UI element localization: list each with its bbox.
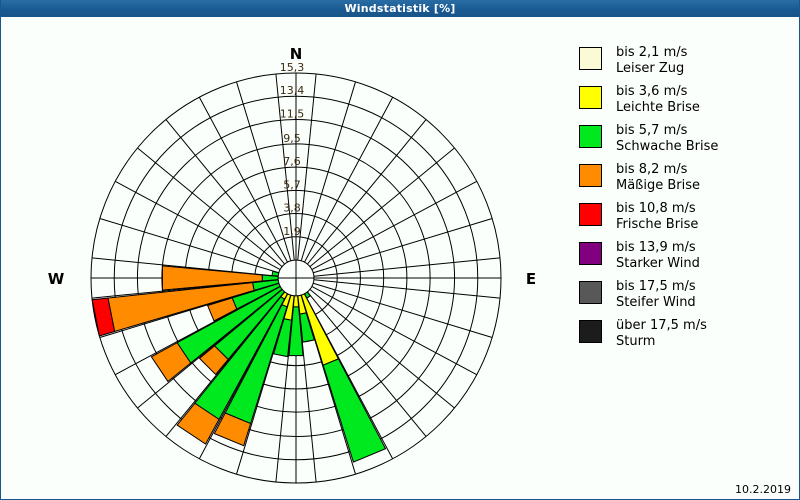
grid-spoke <box>311 180 478 270</box>
petal-segment-w-3 <box>161 265 263 291</box>
legend-label: bis 8,2 m/s Mäßige Brise <box>616 162 700 193</box>
window-body: 1,93,85,77,69,511,513,415,3NESW bis 2,1 … <box>1 17 799 499</box>
grid-spoke <box>236 81 292 261</box>
legend-label: bis 17,5 m/s Steifer Wind <box>616 279 696 310</box>
legend-color-swatch <box>579 281 602 304</box>
axis-labels: 1,93,85,77,69,511,513,415,3NESW <box>48 45 536 288</box>
grid-spoke <box>307 119 427 265</box>
petal-segment-s-2 <box>288 306 304 357</box>
legend-item: bis 8,2 m/s Mäßige Brise <box>579 162 794 193</box>
legend-speed-range: bis 2,1 m/s <box>616 45 688 60</box>
polar-grid <box>90 72 502 484</box>
window-title: Windstatistik [%] <box>344 2 456 15</box>
legend-beaufort-name: Schwache Brise <box>616 138 719 154</box>
radial-tick-label: 7,6 <box>283 155 301 168</box>
petal-segment-sbw-2 <box>272 318 293 358</box>
wind-rose-chart: 1,93,85,77,69,511,513,415,3NESW <box>1 17 566 487</box>
legend-color-swatch <box>579 320 602 343</box>
wind-rose-svg: 1,93,85,77,69,511,513,415,3NESW <box>48 45 536 484</box>
legend-beaufort-name: Frische Brise <box>616 216 699 232</box>
legend-speed-range: bis 10,8 m/s <box>616 201 696 216</box>
legend-color-swatch <box>579 47 602 70</box>
legend-speed-range: bis 3,6 m/s <box>616 84 688 99</box>
petal-segment-wbn-2 <box>271 270 280 277</box>
legend-speed-range: bis 17,5 m/s <box>616 279 696 294</box>
legend-item: bis 2,1 m/s Leiser Zug <box>579 45 794 76</box>
grid-spoke <box>313 257 501 277</box>
compass-label-n: N <box>290 45 303 63</box>
grid-spoke <box>307 291 427 437</box>
legend-label: über 17,5 m/s Sturm <box>616 318 707 349</box>
date-label: 10.2.2019 <box>735 483 791 496</box>
legend-item: bis 10,8 m/s Frische Brise <box>579 201 794 232</box>
legend-color-swatch <box>579 125 602 148</box>
radial-tick-label: 11,5 <box>280 107 305 120</box>
legend-beaufort-name: Steifer Wind <box>616 294 696 310</box>
legend-beaufort-name: Leiser Zug <box>616 60 685 76</box>
legend-label: bis 13,9 m/s Starker Wind <box>616 240 700 271</box>
petal-segment-sbe-2 <box>299 312 315 343</box>
radial-tick-label: 9,5 <box>283 132 301 145</box>
petal-segment-wbs-4 <box>91 297 116 337</box>
legend-beaufort-name: Leichte Brise <box>616 99 700 115</box>
legend: bis 2,1 m/s Leiser Zug bis 3,6 m/s Leichte … <box>579 45 794 357</box>
petal-segment-swbs-3 <box>176 402 220 445</box>
legend-label: bis 3,6 m/s Leichte Brise <box>616 84 700 115</box>
legend-item: bis 13,9 m/s Starker Wind <box>579 240 794 271</box>
grid-spoke <box>309 289 455 409</box>
radial-tick-label: 13,4 <box>280 84 305 97</box>
grid-spoke <box>275 73 295 261</box>
legend-color-swatch <box>579 203 602 226</box>
grid-spoke <box>137 147 283 267</box>
legend-speed-range: bis 13,9 m/s <box>616 240 696 255</box>
grid-spoke <box>300 81 356 261</box>
grid-spoke <box>313 282 493 338</box>
legend-beaufort-name: Sturm <box>616 333 656 349</box>
compass-label-w: W <box>48 270 65 288</box>
grid-spoke <box>304 96 394 263</box>
grid-spoke <box>297 73 317 261</box>
grid-spoke <box>309 147 455 267</box>
legend-beaufort-name: Mäßige Brise <box>616 177 701 193</box>
legend-label: bis 2,1 m/s Leiser Zug <box>616 45 687 76</box>
radial-tick-label: 5,7 <box>283 178 301 191</box>
legend-color-swatch <box>579 242 602 265</box>
window-titlebar: Windstatistik [%] <box>1 0 799 17</box>
grid-spoke <box>114 180 281 270</box>
legend-item: über 17,5 m/s Sturm <box>579 318 794 349</box>
petal-segment-wsw-3 <box>206 297 238 322</box>
petal-segment-ssw-3 <box>213 412 252 447</box>
legend-label: bis 10,8 m/s Frische Brise <box>616 201 698 232</box>
petal-segment-sw-3 <box>198 345 229 376</box>
legend-speed-range: über 17,5 m/s <box>616 318 707 333</box>
legend-beaufort-name: Starker Wind <box>616 255 700 271</box>
grid-spoke <box>313 279 501 299</box>
radial-tick-label: 3,8 <box>283 202 301 215</box>
legend-label: bis 5,7 m/s Schwache Brise <box>616 123 718 154</box>
legend-speed-range: bis 8,2 m/s <box>616 162 688 177</box>
grid-spoke <box>198 96 288 263</box>
compass-label-e: E <box>526 270 536 288</box>
petal-segment-swbw-3 <box>150 342 192 383</box>
radial-tick-label: 15,3 <box>280 61 305 74</box>
legend-item: bis 3,6 m/s Leichte Brise <box>579 84 794 115</box>
legend-color-swatch <box>579 86 602 109</box>
legend-item: bis 5,7 m/s Schwache Brise <box>579 123 794 154</box>
radial-tick-label: 1,9 <box>283 225 301 238</box>
grid-spoke <box>99 218 279 274</box>
wind-rose-petals <box>91 265 387 463</box>
legend-item: bis 17,5 m/s Steifer Wind <box>579 279 794 310</box>
grid-spoke <box>313 218 493 274</box>
petal-segment-sse-2 <box>322 358 387 463</box>
legend-speed-range: bis 5,7 m/s <box>616 123 688 138</box>
grid-spoke <box>165 119 285 265</box>
legend-color-swatch <box>579 164 602 187</box>
grid-spoke <box>311 286 478 376</box>
